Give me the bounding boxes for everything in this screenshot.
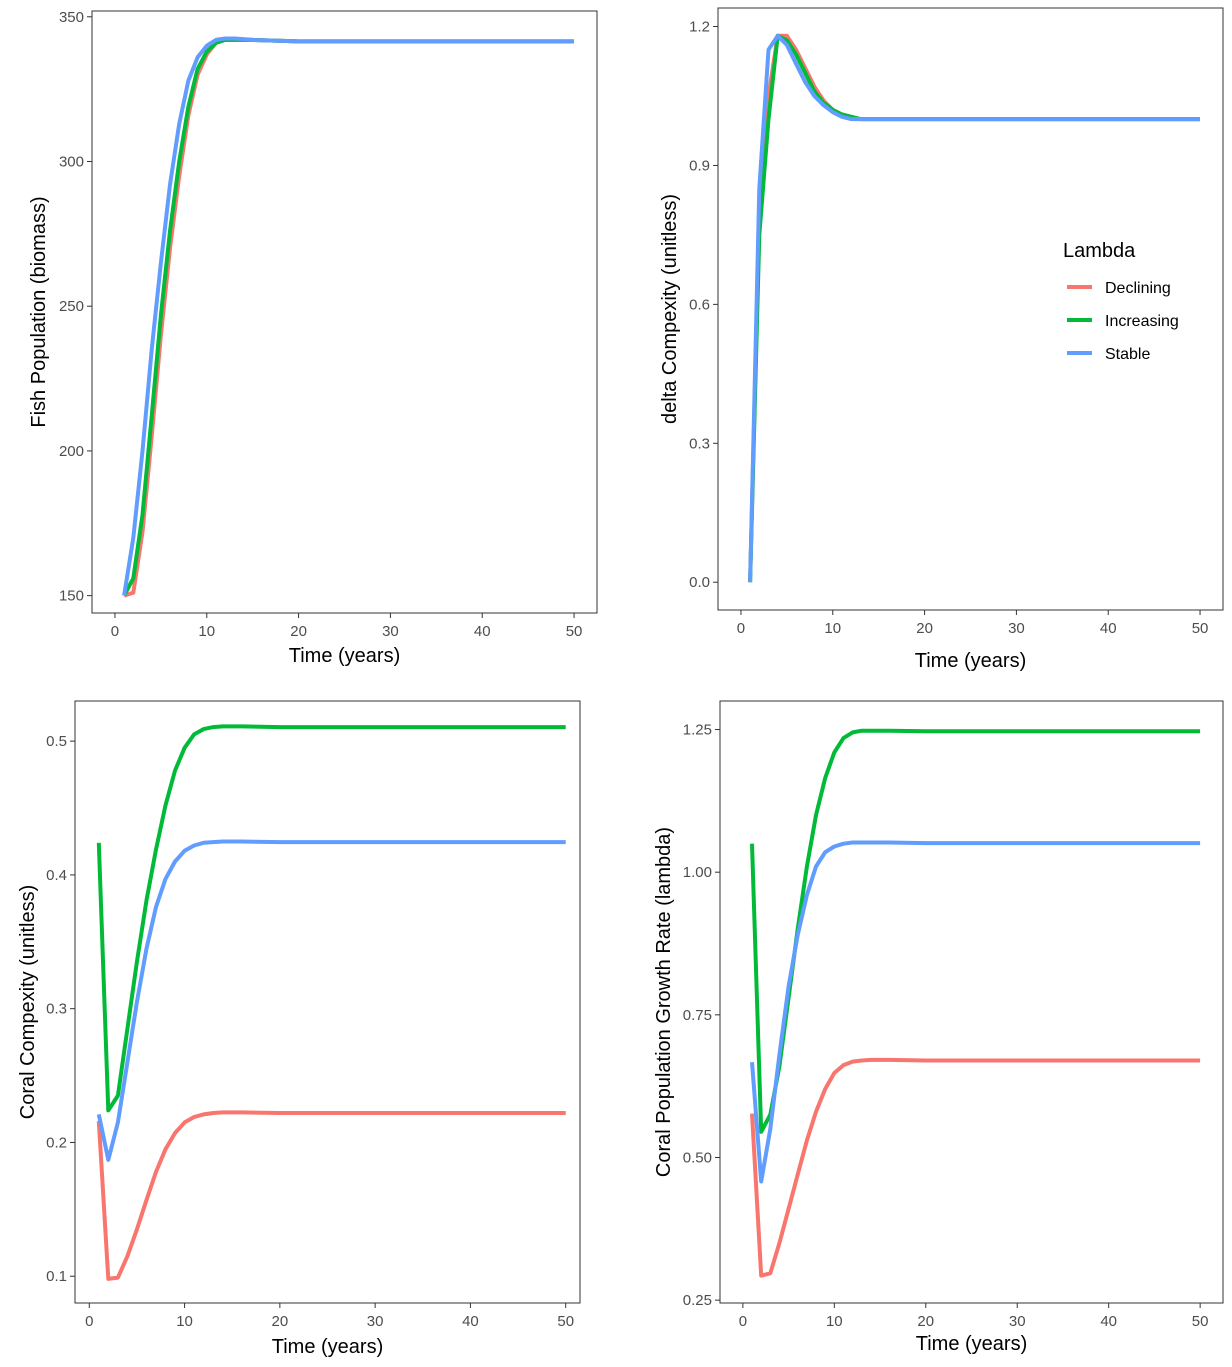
x-tick-label: 0 xyxy=(737,620,745,637)
x-tick-label: 20 xyxy=(272,1313,289,1330)
series-line-stable xyxy=(750,840,1201,1184)
x-axis-label: Time (years) xyxy=(272,1336,383,1358)
chart-panel-2: 0 10 20 30 40 50 0.0 0.3 0.6 0.9 1.2 Time (years) de… xyxy=(659,7,1224,672)
x-tick-label: 20 xyxy=(917,1313,934,1330)
x-axis-label: Time (years) xyxy=(916,1333,1027,1355)
y-tick-label: 0.50 xyxy=(683,1149,712,1166)
y-tick-label: 350 xyxy=(59,9,84,26)
x-tick-label: 10 xyxy=(176,1313,193,1330)
y-tick-label: 0.3 xyxy=(689,435,710,452)
x-tick-label: 30 xyxy=(1009,1313,1026,1330)
y-tick-label: 0.75 xyxy=(683,1007,712,1024)
x-tick-label: 20 xyxy=(290,623,307,640)
series-line-stable xyxy=(96,839,566,1162)
plot-border xyxy=(74,700,581,1304)
y-tick-label: 0.0 xyxy=(689,574,710,591)
x-tick-label: 0 xyxy=(111,623,119,640)
legend: Lambda Declining Increasing Stable xyxy=(1063,240,1179,363)
y-axis-label: Coral Compexity (unitless) xyxy=(17,885,39,1120)
y-tick-label: 0.5 xyxy=(46,733,67,750)
y-tick-label: 0.3 xyxy=(46,1001,67,1018)
series-line-stable xyxy=(748,33,1200,583)
series-line-declining xyxy=(750,1057,1201,1278)
x-tick-label: 40 xyxy=(474,623,491,640)
series-line-stable xyxy=(122,36,574,596)
x-tick-label: 50 xyxy=(566,623,583,640)
x-tick-label: 30 xyxy=(1008,620,1025,637)
chart-panel-1: 0 10 20 30 40 50 150 200 250 300 350 Time (years) Fi… xyxy=(28,9,598,667)
y-tick-label: 1.00 xyxy=(683,864,712,881)
legend-label-increasing: Increasing xyxy=(1105,313,1179,330)
legend-label-declining: Declining xyxy=(1105,280,1171,297)
y-tick-label: 150 xyxy=(59,588,84,605)
x-tick-label: 10 xyxy=(824,620,841,637)
x-tick-label: 30 xyxy=(382,623,399,640)
x-tick-label: 10 xyxy=(826,1313,843,1330)
x-tick-label: 40 xyxy=(462,1313,479,1330)
y-tick-label: 200 xyxy=(59,443,84,460)
y-tick-label: 0.4 xyxy=(46,867,67,884)
x-tick-label: 50 xyxy=(1192,620,1209,637)
x-tick-label: 0 xyxy=(739,1313,747,1330)
series-line-increasing xyxy=(96,724,566,1113)
y-tick-label: 0.1 xyxy=(46,1268,67,1285)
chart-panel-3: 0 10 20 30 40 50 0.1 0.2 0.3 0.4 0.5 Time (years) Co… xyxy=(17,700,581,1358)
y-axis-label: delta Compexity (unitless) xyxy=(659,194,681,424)
x-tick-label: 20 xyxy=(916,620,933,637)
x-tick-label: 50 xyxy=(1192,1313,1209,1330)
x-axis-label: Time (years) xyxy=(289,645,400,667)
plot-border xyxy=(719,700,1224,1304)
y-tick-label: 0.2 xyxy=(46,1134,67,1151)
x-tick-label: 0 xyxy=(85,1313,93,1330)
y-tick-label: 0.6 xyxy=(689,296,710,313)
plot-border xyxy=(91,10,598,614)
y-tick-label: 250 xyxy=(59,298,84,315)
x-tick-label: 10 xyxy=(198,623,215,640)
y-tick-label: 300 xyxy=(59,154,84,171)
x-tick-label: 40 xyxy=(1100,620,1117,637)
x-axis-label: Time (years) xyxy=(915,650,1026,672)
y-tick-label: 0.9 xyxy=(689,157,710,174)
chart-panel-4: 0 10 20 30 40 50 0.25 0.50 0.75 1.00 1.25 Time (yea… xyxy=(653,700,1224,1355)
y-tick-label: 0.25 xyxy=(683,1292,712,1309)
y-axis-label: Fish Population (biomass) xyxy=(28,196,50,427)
legend-title: Lambda xyxy=(1063,240,1136,262)
plot-border xyxy=(717,7,1224,611)
x-tick-label: 50 xyxy=(557,1313,574,1330)
y-axis-label: Coral Population Growth Rate (lambda) xyxy=(653,827,675,1177)
x-tick-label: 30 xyxy=(367,1313,384,1330)
x-tick-label: 40 xyxy=(1100,1313,1117,1330)
legend-label-stable: Stable xyxy=(1105,346,1150,363)
series-line-declining xyxy=(96,1110,566,1281)
y-tick-label: 1.2 xyxy=(689,19,710,36)
y-tick-label: 1.25 xyxy=(683,722,712,739)
